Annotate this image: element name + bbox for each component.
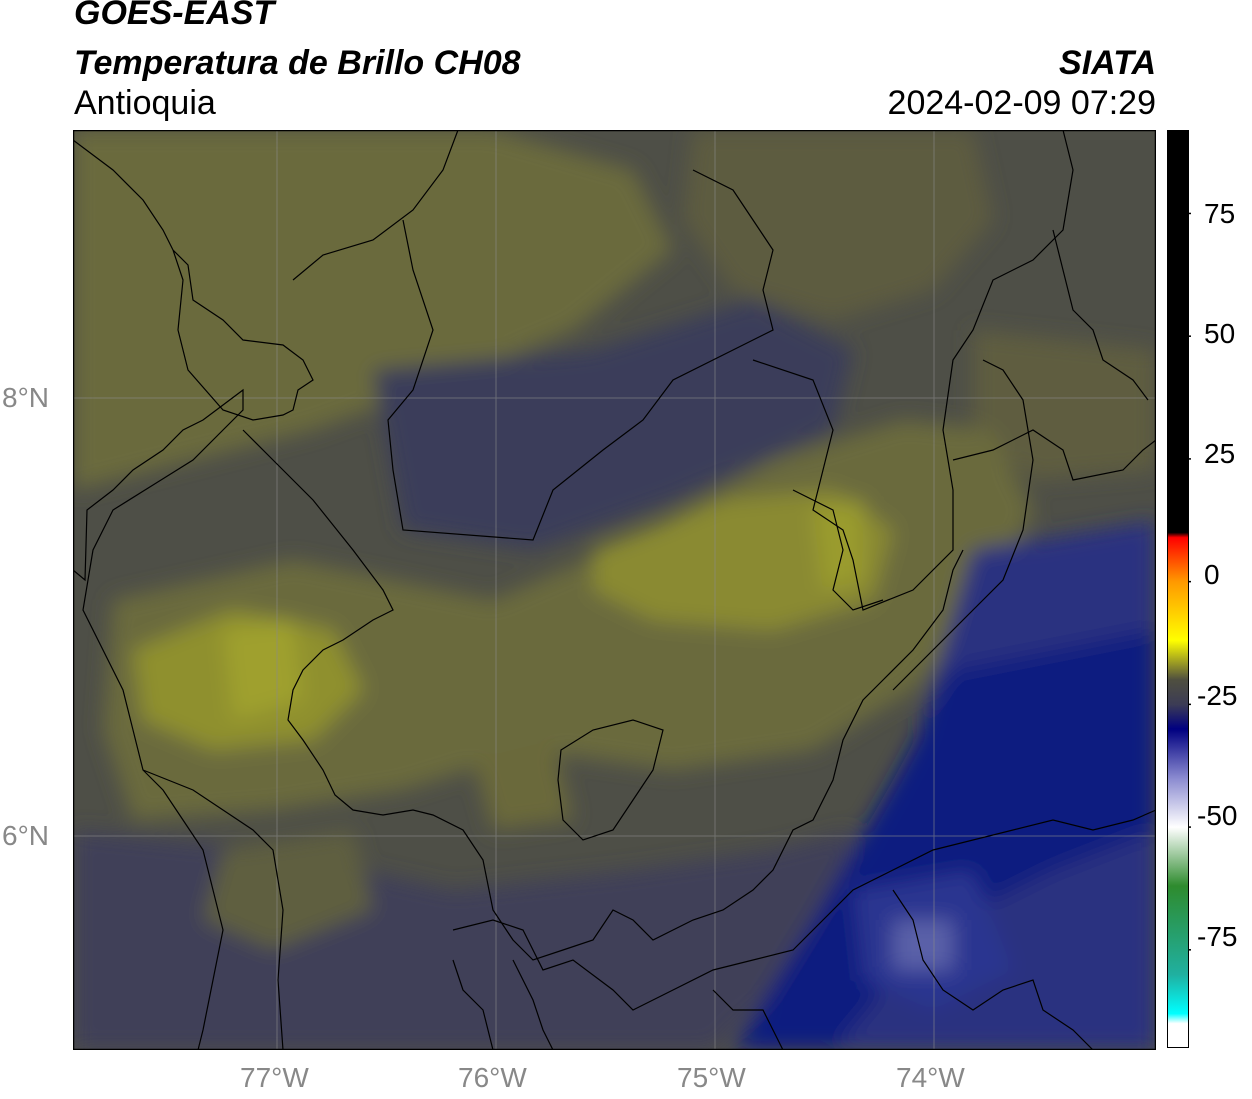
olive-region-southwest xyxy=(203,830,373,950)
yellow-peak-west xyxy=(223,620,303,720)
colorbar-tick-label-minus75: -75 xyxy=(1197,921,1238,952)
lon-label-77w: 77°W xyxy=(240,1062,309,1093)
border-cordoba xyxy=(387,169,774,541)
olive-region-north xyxy=(683,130,993,320)
olive-region-northeast xyxy=(973,330,1156,480)
border-risaralda xyxy=(452,959,554,1050)
lon-label-74w: 74°W xyxy=(896,1062,965,1093)
graticule xyxy=(73,130,1156,1050)
colorbar-tick-label-25: 25 xyxy=(1204,438,1236,469)
olive-region-south-central xyxy=(473,740,573,830)
map-frame xyxy=(73,130,1156,1050)
border-boyaca xyxy=(892,889,1094,1050)
colorbar-tick-label-minus25: -25 xyxy=(1197,680,1238,711)
satellite-title: GOES-EAST xyxy=(74,0,275,32)
border-medellin-metro xyxy=(557,719,664,841)
colorbar-frame xyxy=(1167,130,1189,1048)
colorbar-tick-label-minus50: -50 xyxy=(1197,800,1238,831)
borders xyxy=(73,130,1156,1050)
border-cundinamarca xyxy=(712,989,784,1050)
lat-label-6n: 6°N xyxy=(2,820,49,851)
colorbar-fill xyxy=(1167,130,1189,1048)
lon-label-76w: 76°W xyxy=(458,1062,527,1093)
satellite-map[interactable] xyxy=(73,130,1156,1050)
border-bolivar xyxy=(752,130,1074,611)
lon-label-75w: 75°W xyxy=(677,1062,746,1093)
deep-blue-region-southeast xyxy=(733,630,1156,1050)
border-northeast xyxy=(892,229,1149,691)
colorbar-tick-label-75: 75 xyxy=(1204,198,1236,229)
coastline-pacific xyxy=(73,388,244,1050)
organization-label: SIATA xyxy=(1059,44,1156,82)
olive-region-northwest xyxy=(73,130,673,490)
product-title: Temperatura de Brillo CH08 xyxy=(74,44,521,82)
yellow-peak-east xyxy=(813,500,863,590)
coastline-caribbean xyxy=(73,130,459,281)
temperature-colorbar xyxy=(1167,130,1191,1048)
datetime-label: 2024-02-09 07:29 xyxy=(887,84,1156,122)
lat-label-8n: 8°N xyxy=(2,382,49,413)
coastline-uraba xyxy=(172,249,314,421)
light-blue-spot xyxy=(893,920,953,970)
colorbar-tick-label-50: 50 xyxy=(1204,318,1236,349)
border-caldas xyxy=(452,809,1156,1011)
colorbar-tick-label-0: 0 xyxy=(1204,559,1220,590)
bluegrey-region-central-north xyxy=(373,300,853,550)
border-antioquia-north xyxy=(242,429,964,961)
border-choco-south xyxy=(142,769,284,1050)
border-santander-inner xyxy=(792,489,884,611)
region-label: Antioquia xyxy=(74,84,216,122)
border-santander xyxy=(952,429,1156,481)
